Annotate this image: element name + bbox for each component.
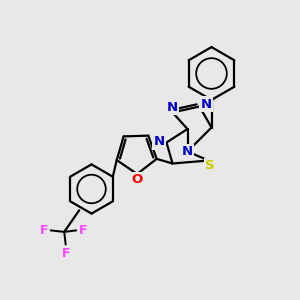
Text: O: O <box>131 173 142 187</box>
Text: N: N <box>182 145 193 158</box>
Text: F: F <box>61 247 70 260</box>
Text: F: F <box>40 224 48 237</box>
Text: N: N <box>200 98 212 111</box>
Text: F: F <box>79 224 87 237</box>
Text: S: S <box>205 159 215 172</box>
Text: N: N <box>154 135 165 148</box>
Text: N: N <box>166 100 178 114</box>
